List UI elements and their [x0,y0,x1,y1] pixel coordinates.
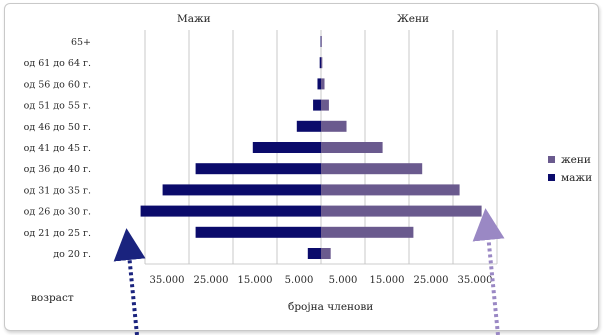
x-tick-label: 15.000 [238,275,273,286]
x-tick-label: 25.000 [194,275,229,286]
legend-label-women: жени [561,154,591,166]
category-label: од 31 до 35 г. [24,185,91,196]
bar-women [321,142,383,153]
bar-men [162,184,321,196]
bar-men [320,36,322,47]
bar-women [321,226,414,238]
x-tick-label: 25.000 [414,275,449,286]
x-tick-label: 5.000 [285,275,314,286]
bar-men [252,142,321,153]
title-women: Жени [397,13,429,25]
y-axis-title: возраст [31,292,74,304]
bar-men [296,120,321,132]
category-label: од 26 до 30 г. [24,207,91,218]
x-tick-label: 35.000 [458,275,493,286]
bar-women [321,57,323,69]
x-tick-label: 35.000 [150,275,185,286]
legend-label-men: мажи [561,172,592,184]
bar-men [313,99,321,111]
category-label: од 56 до 60 г. [24,79,91,90]
legend-swatch-men [548,174,555,181]
bars-group [140,36,482,259]
bar-men [140,205,321,217]
category-labels: до 20 г. од 21 до 25 г. од 26 до 30 г. од 3… [24,37,91,260]
x-tick-labels: 35.000 25.000 15.000 5.000 5.000 15.000 25.000… [150,275,493,286]
bar-men [317,78,321,90]
category-label: од 41 до 45 г. [24,143,91,154]
category-label: од 46 до 50 г. [24,122,91,133]
bar-women [321,36,322,47]
bar-women [321,163,423,175]
annotation-arrow-right [472,208,505,335]
bar-women [321,248,331,259]
category-label: од 21 до 25 г. [24,228,91,239]
bar-men [195,163,321,175]
bar-women [321,184,460,196]
category-label: од 51 до 55 г. [24,101,91,112]
annotation-arrow-left [113,228,146,335]
category-label: 65+ [71,37,91,48]
bar-women [321,99,329,111]
bar-men [319,57,321,69]
legend: жени мажи [548,154,592,184]
category-label: до 20 г. [53,249,91,260]
category-label: од 61 до 64 г. [24,58,91,69]
bar-women [321,205,482,217]
x-tick-label: 5.000 [329,275,358,286]
bar-men [195,226,321,238]
title-men: Мажи [177,13,211,25]
bar-women [321,120,347,132]
bar-men [307,248,321,259]
bar-women [321,78,325,90]
x-axis-title: бројна членови [288,301,373,313]
x-tick-label: 15.000 [370,275,405,286]
gridlines [144,30,498,265]
category-label: од 36 до 40 г. [24,164,91,175]
legend-swatch-women [548,156,555,163]
